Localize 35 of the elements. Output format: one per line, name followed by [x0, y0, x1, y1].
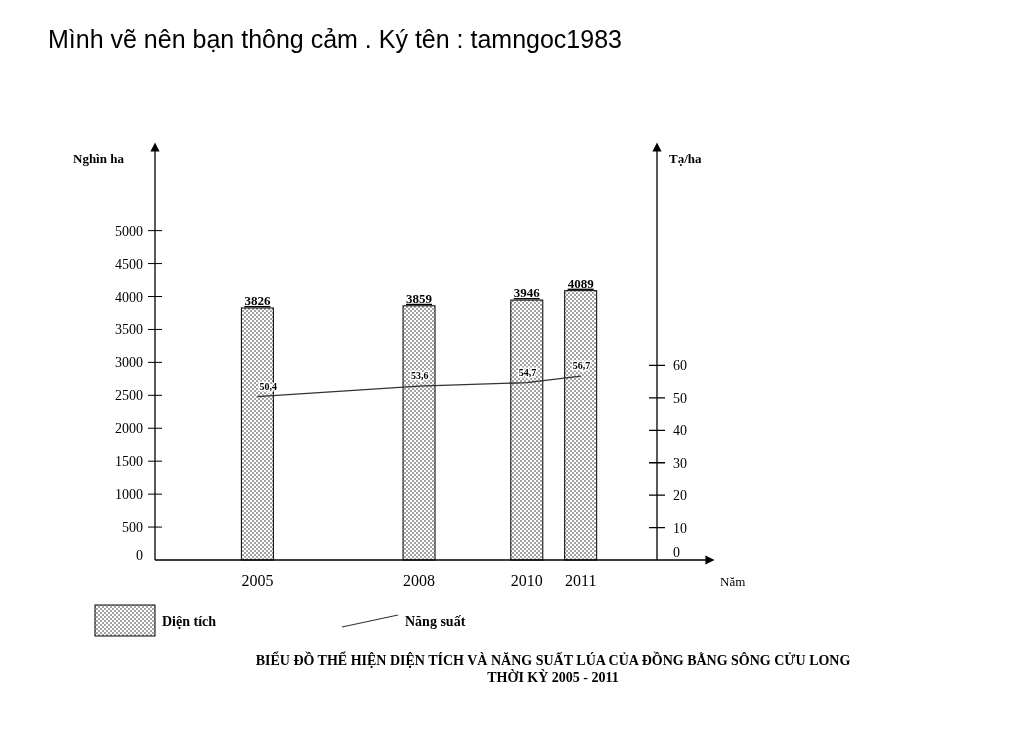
y-tick-label: 3000: [115, 355, 143, 371]
y2-tick-label: 10: [673, 520, 687, 536]
legend-label: Diện tích: [162, 614, 217, 629]
y2-tick-label: 40: [673, 423, 687, 439]
y2-tick-label: 0: [673, 545, 680, 560]
x-tick-label: 2005: [241, 572, 274, 589]
y2-tick-label: 60: [673, 358, 687, 374]
y-tick-label: 1500: [115, 454, 143, 470]
y-tick-label: 2000: [115, 421, 143, 437]
text: Mình vẽ nên bạn thông cảm . Ký tên : tamngoc1983: [48, 25, 622, 53]
data-label: 3826: [244, 292, 271, 308]
data-label: 3946: [513, 285, 541, 301]
x-tick-label: 2010: [510, 572, 543, 589]
y-tick-label: 500: [122, 520, 143, 536]
y-tick-label: 5000: [115, 223, 143, 239]
legend-label: Năng suất: [405, 614, 466, 629]
y2-tick-label: 20: [673, 488, 687, 504]
data-label: 3859: [406, 290, 433, 306]
data-label: 4089: [567, 275, 595, 291]
y2-tick-label: 30: [673, 455, 687, 471]
text: BIỂU ĐỒ THỂ HIỆN DIỆN TÍCH VÀ NĂNG SUẤT LÚA CỦA ĐỒNG BẰNG SÔNG CỬU LONG THỜI KỲ 2005 - 2011: [255, 651, 851, 685]
data-label: 53,6: [411, 370, 429, 382]
y-tick-label: 1000: [115, 487, 143, 503]
y-tick-label: 4000: [115, 289, 143, 305]
y2-tick-label: 50: [673, 390, 687, 406]
y-tick-label: 2500: [115, 388, 143, 404]
y-axis-title: Nghìn ha: [73, 151, 125, 166]
x-tick-label: 2008: [403, 572, 436, 589]
x-axis-title: Năm: [720, 574, 746, 589]
y-tick-label: 3500: [115, 322, 143, 338]
y-tick-label: 4500: [115, 256, 143, 272]
data-label: 56,7: [572, 360, 591, 372]
y2-axis-title: Tạ/ha: [669, 151, 703, 166]
y-tick-label: 0: [136, 548, 143, 563]
x-tick-label: 2011: [564, 572, 597, 589]
